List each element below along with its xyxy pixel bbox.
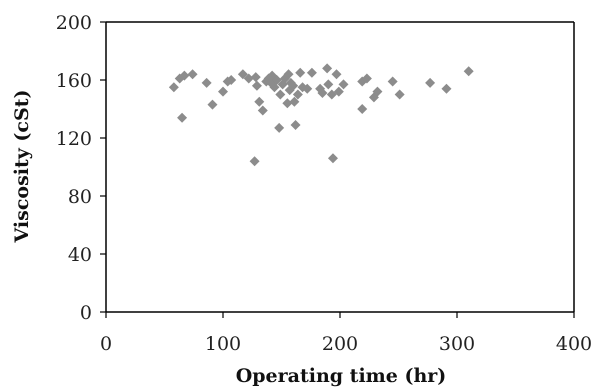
data-point <box>207 99 218 110</box>
data-point <box>251 80 262 91</box>
axes <box>105 21 575 313</box>
x-tick-label: 400 <box>556 333 592 355</box>
data-point <box>201 77 212 88</box>
data-point <box>271 75 282 85</box>
data-point <box>168 82 179 93</box>
x-ticks: 0 100 200 300 400 <box>100 312 592 355</box>
data-point <box>295 67 306 78</box>
data-point <box>322 63 333 74</box>
data-point <box>372 86 383 97</box>
data-markers <box>168 63 474 167</box>
data-point <box>288 80 299 91</box>
data-point <box>275 89 286 100</box>
data-point <box>179 70 190 81</box>
data-point <box>187 69 198 80</box>
data-point <box>257 105 268 116</box>
x-axis-title: Operating time (hr) <box>236 365 447 387</box>
data-point <box>338 79 349 90</box>
data-point <box>283 69 294 80</box>
data-point <box>463 66 474 77</box>
data-point <box>177 112 188 123</box>
data-point <box>226 75 237 85</box>
data-point <box>250 72 261 83</box>
data-point <box>317 88 328 99</box>
data-point <box>441 83 452 94</box>
y-tick-label: 200 <box>56 12 92 34</box>
data-point <box>323 79 334 90</box>
y-tick-label: 40 <box>68 244 92 266</box>
y-axis-title: Viscosity (cSt) <box>11 90 33 244</box>
y-tick-label: 120 <box>56 128 92 150</box>
data-point <box>394 89 405 100</box>
data-point <box>249 156 260 167</box>
data-point <box>218 86 228 97</box>
data-point <box>237 69 248 80</box>
y-ticks: 0 40 80 120 160 200 <box>56 12 106 324</box>
data-point <box>254 96 265 107</box>
y-tick-label: 160 <box>56 70 92 92</box>
data-point <box>302 83 313 94</box>
data-point <box>357 104 368 114</box>
data-point <box>243 73 254 84</box>
data-point <box>290 119 301 130</box>
data-point <box>331 69 342 80</box>
data-point <box>327 153 338 164</box>
data-point <box>274 122 285 133</box>
x-tick-label: 200 <box>322 333 358 355</box>
data-point <box>387 76 398 87</box>
data-point <box>361 73 372 84</box>
x-tick-label: 300 <box>439 333 475 355</box>
y-tick-label: 80 <box>68 186 92 208</box>
data-point <box>425 77 436 88</box>
data-point <box>306 67 317 78</box>
y-tick-label: 0 <box>80 302 92 324</box>
data-point <box>282 98 293 109</box>
data-point <box>292 89 303 100</box>
x-tick-label: 100 <box>205 333 241 355</box>
x-tick-label: 0 <box>100 333 112 355</box>
data-point <box>333 86 344 97</box>
data-point <box>289 96 300 107</box>
